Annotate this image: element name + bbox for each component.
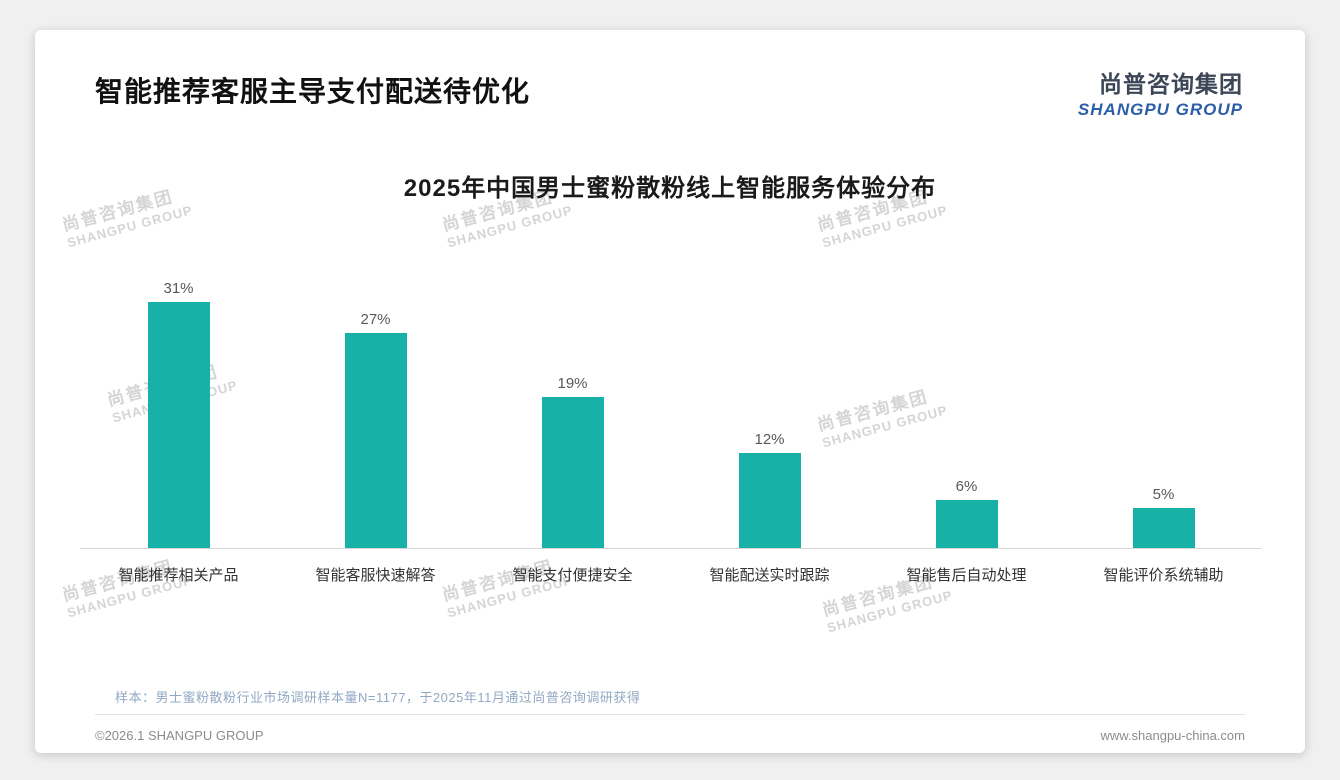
bar <box>344 333 407 548</box>
bar <box>935 500 998 548</box>
bar-value-label: 19% <box>557 375 588 392</box>
category-label: 智能售后自动处理 <box>906 567 1027 584</box>
sample-footnote: 样本：男士蜜粉散粉行业市场调研样本量N=1177，于2025年11月通过尚普咨询… <box>115 690 641 705</box>
slide-card: 尚普咨询集团 SHANGPU GROUP 尚普咨询集团 SHANGPU GROUP 尚普… <box>35 30 1305 753</box>
header: 智能推荐客服主导支付配送待优化 尚普咨询集团 SHANGPU GROUP <box>35 30 1305 120</box>
footer-divider <box>95 714 1245 715</box>
bar-group: 5% <box>1065 486 1262 548</box>
bar-group: 6% <box>868 478 1065 548</box>
slide-content: 智能推荐客服主导支付配送待优化 尚普咨询集团 SHANGPU GROUP 202… <box>35 30 1305 753</box>
company-logo: 尚普咨询集团 SHANGPU GROUP <box>1078 70 1243 120</box>
bar-value-label: 6% <box>955 478 978 495</box>
category-labels: 智能推荐相关产品 智能客服快速解答 智能支付便捷安全 智能配送实时跟踪 智能售后自动处理… <box>80 549 1262 585</box>
bar <box>1132 508 1195 548</box>
bar-group: 19% <box>474 375 671 548</box>
website-url: www.shangpu-china.com <box>1100 728 1245 743</box>
page-title: 智能推荐客服主导支付配送待优化 <box>95 76 531 107</box>
bar-plot: 31% 27% 19% 12% 6% 5% <box>80 279 1262 549</box>
category-label: 智能支付便捷安全 <box>512 567 633 584</box>
bar-value-label: 31% <box>163 280 194 297</box>
bar-group: 12% <box>671 431 868 548</box>
category-label: 智能评价系统辅助 <box>1103 567 1224 584</box>
logo-english-name: SHANGPU GROUP <box>1077 99 1243 119</box>
bar <box>147 302 210 548</box>
bar <box>738 453 801 548</box>
copyright-text: ©2026.1 SHANGPU GROUP <box>95 728 264 743</box>
bar-group: 27% <box>277 311 474 548</box>
category-label: 智能配送实时跟踪 <box>709 567 830 584</box>
category-label: 智能客服快速解答 <box>315 567 436 584</box>
category-label: 智能推荐相关产品 <box>118 567 239 584</box>
bar-group: 31% <box>80 280 277 548</box>
bar-value-label: 12% <box>754 431 785 448</box>
footer: ©2026.1 SHANGPU GROUP www.shangpu-china.… <box>95 728 1245 743</box>
bar-value-label: 5% <box>1152 486 1175 503</box>
bar-value-label: 27% <box>360 311 391 328</box>
chart-title: 2025年中国男士蜜粉散粉线上智能服务体验分布 <box>403 175 937 202</box>
bar <box>541 397 604 548</box>
logo-chinese-name: 尚普咨询集团 <box>1099 71 1243 97</box>
